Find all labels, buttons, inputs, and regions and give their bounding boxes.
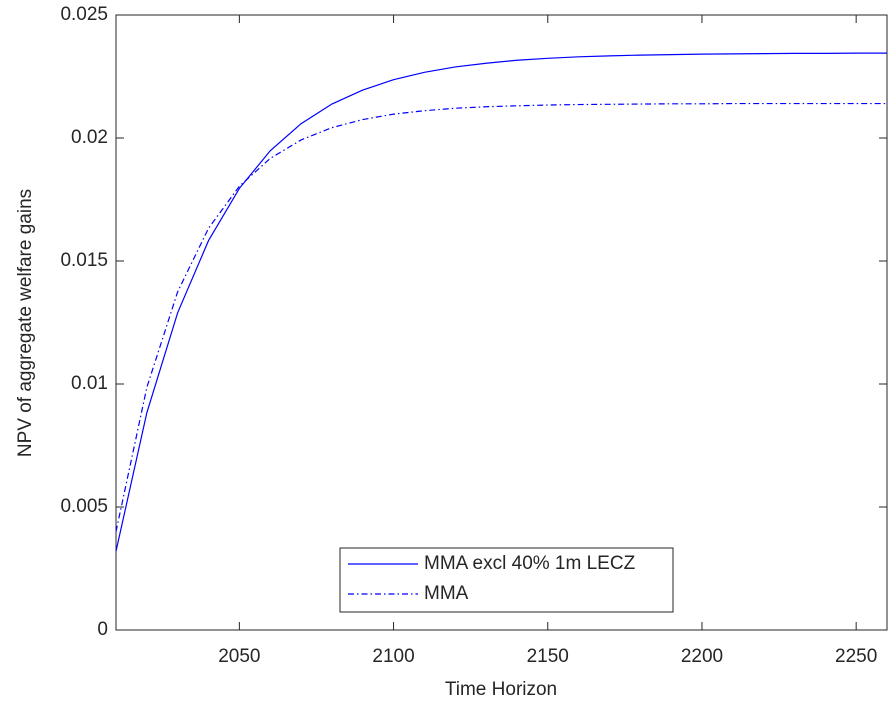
y-tick-label: 0.015	[60, 250, 108, 271]
y-tick-label: 0.025	[60, 4, 108, 25]
plot-area	[115, 14, 888, 631]
y-tick-label: 0.02	[71, 127, 108, 148]
series-line	[115, 102, 887, 532]
x-axis-label: Time Horizon	[445, 679, 557, 700]
x-tick-label: 2150	[527, 646, 569, 667]
x-tick-label: 2100	[372, 646, 414, 667]
x-tick-label: 2200	[681, 646, 723, 667]
legend-label: MMA excl 40% 1m LECZ	[424, 553, 636, 574]
x-tick-label: 2050	[218, 646, 260, 667]
series-line	[115, 52, 887, 552]
y-tick-label: 0	[97, 619, 108, 640]
legend-label: MMA	[424, 583, 469, 604]
x-tick-label: 2250	[835, 646, 877, 667]
y-axis-label: NPV of aggregate welfare gains	[15, 189, 36, 457]
y-tick-label: 0.01	[71, 373, 108, 394]
y-tick-label: 0.005	[60, 496, 108, 517]
legend-box	[339, 547, 674, 613]
